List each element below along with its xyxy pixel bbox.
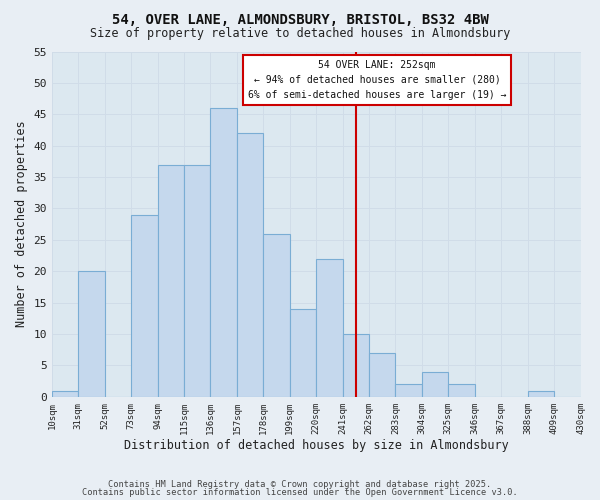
Bar [527, 390, 554, 397]
Bar [158, 164, 184, 397]
Bar [79, 272, 105, 397]
Bar [290, 309, 316, 397]
Bar [131, 214, 158, 397]
Bar [343, 334, 369, 397]
Bar [395, 384, 422, 397]
Bar [237, 133, 263, 397]
Bar [52, 390, 79, 397]
Text: 54, OVER LANE, ALMONDSBURY, BRISTOL, BS32 4BW: 54, OVER LANE, ALMONDSBURY, BRISTOL, BS3… [112, 12, 488, 26]
Bar [448, 384, 475, 397]
Bar [369, 353, 395, 397]
Bar [316, 258, 343, 397]
Bar [184, 164, 211, 397]
Text: 54 OVER LANE: 252sqm
← 94% of detached houses are smaller (280)
6% of semi-detac: 54 OVER LANE: 252sqm ← 94% of detached h… [248, 60, 506, 100]
Text: Size of property relative to detached houses in Almondsbury: Size of property relative to detached ho… [90, 28, 510, 40]
Text: Contains HM Land Registry data © Crown copyright and database right 2025.: Contains HM Land Registry data © Crown c… [109, 480, 491, 489]
Bar [422, 372, 448, 397]
Bar [263, 234, 290, 397]
Y-axis label: Number of detached properties: Number of detached properties [15, 121, 28, 328]
Text: Contains public sector information licensed under the Open Government Licence v3: Contains public sector information licen… [82, 488, 518, 497]
X-axis label: Distribution of detached houses by size in Almondsbury: Distribution of detached houses by size … [124, 440, 509, 452]
Bar [211, 108, 237, 397]
